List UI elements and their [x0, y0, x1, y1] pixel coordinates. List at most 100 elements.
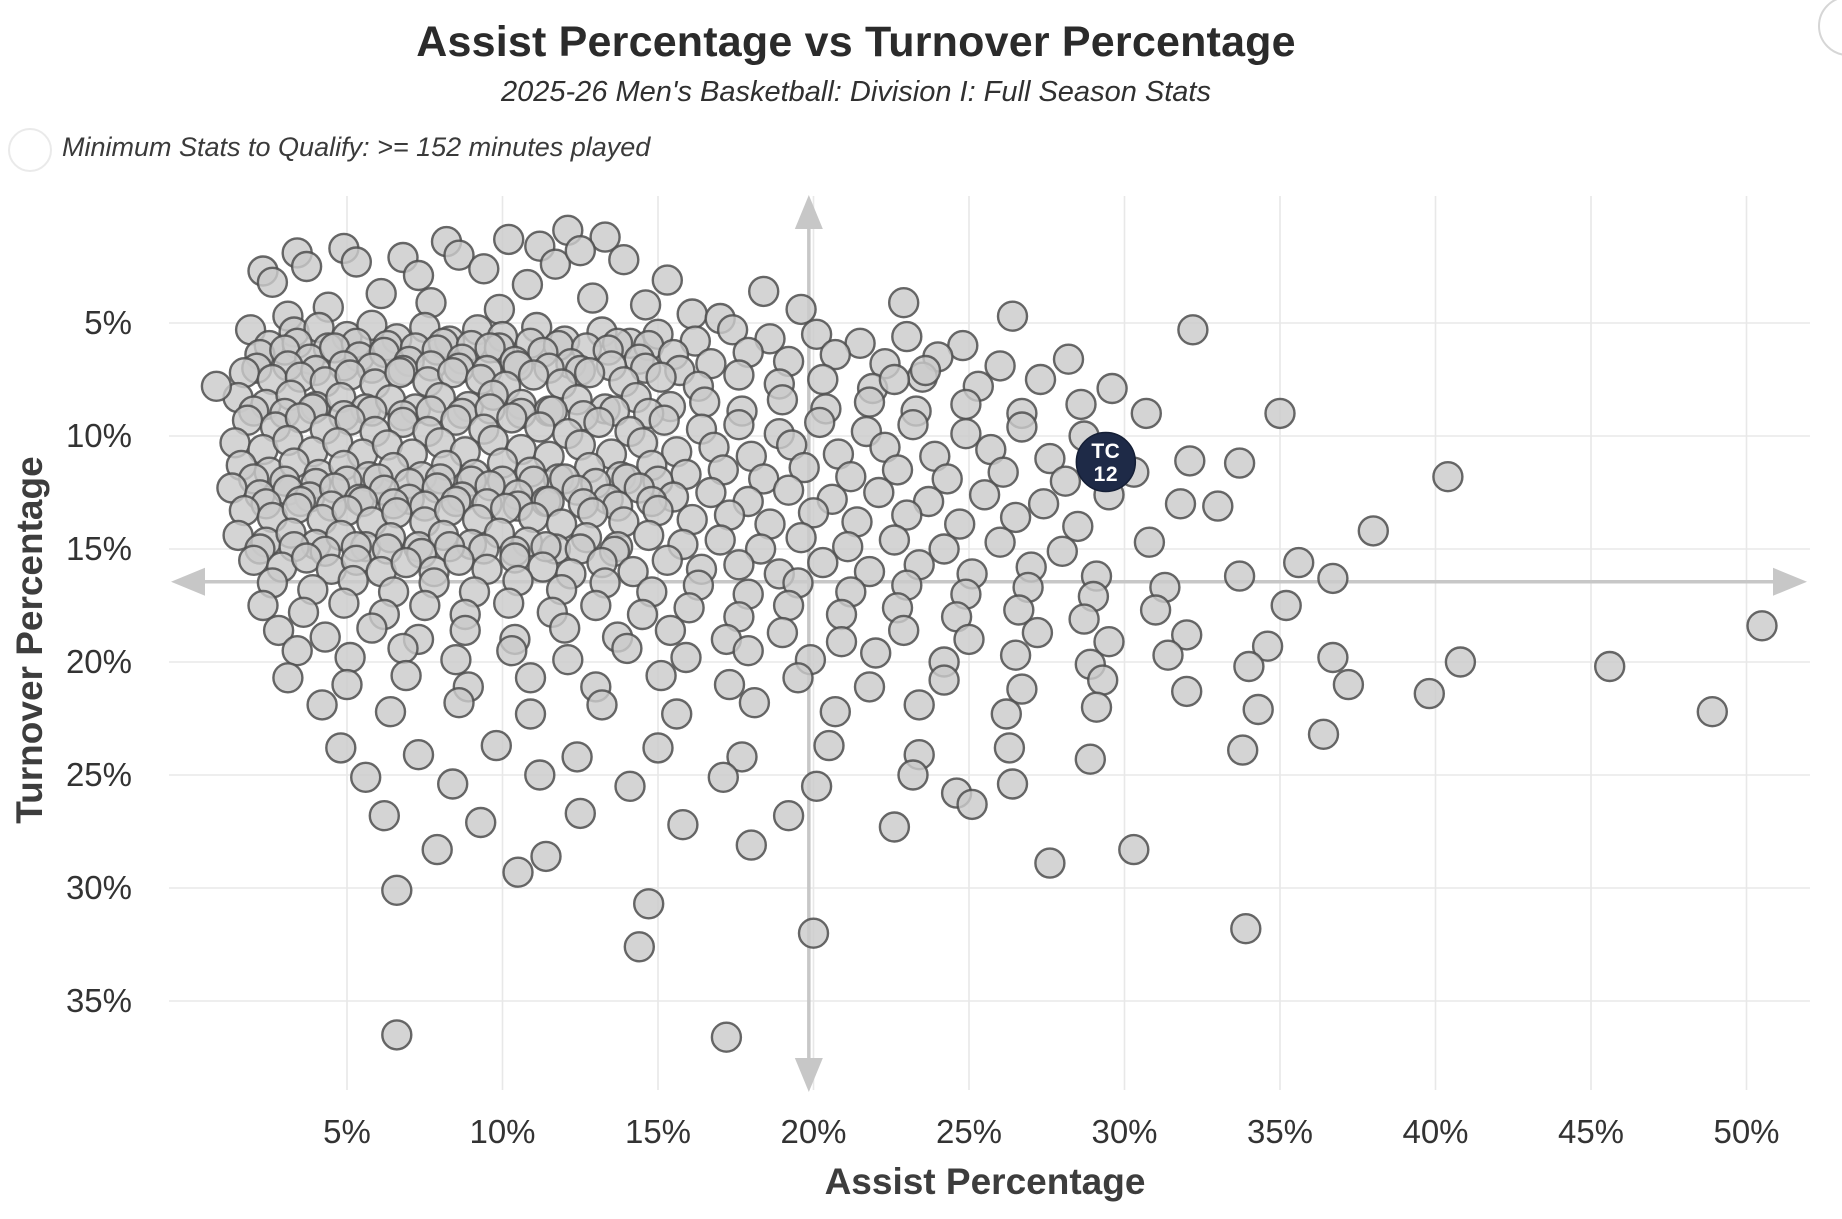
scatter-point[interactable] — [1080, 691, 1113, 723]
scatter-point[interactable] — [713, 668, 746, 701]
scatter-point[interactable] — [368, 800, 400, 832]
scatter-point[interactable] — [443, 687, 475, 719]
scatter-point[interactable] — [1746, 610, 1778, 642]
scatter-point[interactable] — [514, 662, 547, 694]
scatter-point[interactable] — [381, 874, 413, 906]
scatter-point[interactable] — [642, 732, 674, 764]
scatter-point[interactable] — [626, 598, 659, 631]
scatter-point[interactable] — [262, 614, 295, 647]
scatter-point[interactable] — [676, 298, 708, 330]
scatter-point[interactable] — [1282, 546, 1315, 579]
scatter-point[interactable] — [517, 359, 550, 391]
scatter-point[interactable] — [617, 555, 649, 588]
scatter-point[interactable] — [1034, 847, 1066, 879]
scatter-point[interactable] — [549, 612, 581, 644]
scatter-point[interactable] — [437, 768, 469, 800]
scatter-point[interactable] — [589, 221, 621, 253]
scatter-point[interactable] — [514, 698, 547, 730]
scatter-point[interactable] — [409, 589, 441, 622]
scatter-point[interactable] — [651, 264, 683, 296]
scatter-point[interactable] — [334, 641, 366, 674]
scatter-point[interactable] — [1332, 668, 1365, 701]
scatter-point[interactable] — [1049, 465, 1082, 497]
scatter-point[interactable] — [835, 461, 867, 493]
scatter-point[interactable] — [468, 253, 500, 285]
scatter-point[interactable] — [1052, 343, 1085, 375]
scatter-point[interactable] — [1223, 560, 1256, 592]
scatter-point[interactable] — [903, 689, 935, 721]
scatter-point[interactable] — [999, 639, 1032, 671]
scatter-point[interactable] — [785, 522, 817, 554]
scatter-point[interactable] — [661, 698, 693, 730]
scatter-point[interactable] — [956, 788, 988, 821]
scatter-point[interactable] — [440, 404, 472, 436]
scatter-point[interactable] — [832, 531, 864, 563]
scatter-point[interactable] — [1024, 363, 1057, 396]
scatter-point[interactable] — [1139, 594, 1172, 626]
scatter-point[interactable] — [888, 287, 920, 319]
scatter-point[interactable] — [1062, 510, 1094, 543]
scatter-point[interactable] — [984, 350, 1016, 382]
scatter-point[interactable] — [1046, 535, 1079, 567]
scatter-point[interactable] — [1068, 603, 1100, 635]
scatter-point[interactable] — [1170, 619, 1203, 651]
scatter-point[interactable] — [530, 840, 562, 873]
scatter-point[interactable] — [645, 659, 677, 692]
scatter-point[interactable] — [583, 406, 615, 439]
scatter-point[interactable] — [738, 687, 771, 719]
scatter-point[interactable] — [732, 635, 764, 667]
scatter-point[interactable] — [748, 275, 780, 308]
scatter-point[interactable] — [878, 811, 911, 843]
scatter-point[interactable] — [807, 363, 839, 396]
scatter-point[interactable] — [552, 644, 584, 676]
scatter-point[interactable] — [256, 266, 289, 298]
scatter-point[interactable] — [290, 250, 323, 283]
scatter-point[interactable] — [772, 474, 805, 506]
scatter-point[interactable] — [340, 246, 372, 278]
scatter-point[interactable] — [1086, 664, 1119, 696]
scatter-point[interactable] — [723, 549, 755, 581]
scatter-point[interactable] — [716, 314, 749, 346]
scatter-point[interactable] — [897, 759, 929, 791]
scatter-point[interactable] — [1034, 442, 1066, 475]
scatter-point[interactable] — [1174, 445, 1206, 477]
scatter-point[interactable] — [1242, 693, 1274, 726]
scatter-point[interactable] — [996, 300, 1029, 332]
scatter-point[interactable] — [1130, 397, 1163, 430]
scatter-point[interactable] — [689, 386, 721, 418]
scatter-point[interactable] — [996, 768, 1029, 800]
scatter-point[interactable] — [443, 239, 475, 271]
scatter-point[interactable] — [365, 277, 397, 310]
scatter-point[interactable] — [853, 671, 886, 703]
scatter-point[interactable] — [645, 361, 677, 393]
scatter-point[interactable] — [999, 501, 1032, 534]
scatter-point[interactable] — [897, 409, 929, 441]
scatter-point[interactable] — [1317, 641, 1349, 674]
scatter-point[interactable] — [695, 476, 727, 509]
scatter-point[interactable] — [772, 589, 805, 622]
scatter-point[interactable] — [281, 635, 313, 667]
scatter-point[interactable] — [704, 524, 736, 556]
scatter-point[interactable] — [766, 384, 799, 416]
scatter-point[interactable] — [993, 732, 1026, 764]
scatter-point[interactable] — [496, 635, 528, 667]
scatter-point[interactable] — [633, 519, 665, 552]
scatter-point[interactable] — [247, 589, 279, 622]
scatter-point[interactable] — [1251, 630, 1284, 662]
scatter-point[interactable] — [928, 664, 960, 696]
scatter-point[interactable] — [387, 632, 419, 665]
scatter-point[interactable] — [878, 524, 911, 556]
scatter-point[interactable] — [325, 732, 357, 764]
scatter-point[interactable] — [306, 689, 338, 721]
scatter-point[interactable] — [421, 833, 453, 866]
scatter-point[interactable] — [990, 698, 1022, 730]
scatter-point[interactable] — [860, 637, 892, 669]
scatter-point[interactable] — [807, 546, 839, 579]
scatter-point[interactable] — [1264, 397, 1296, 430]
scatter-point[interactable] — [707, 761, 739, 793]
scatter-point[interactable] — [200, 370, 233, 402]
scatter-point[interactable] — [825, 626, 858, 658]
scatter-point[interactable] — [1230, 913, 1262, 945]
scatter-point[interactable] — [564, 234, 596, 267]
